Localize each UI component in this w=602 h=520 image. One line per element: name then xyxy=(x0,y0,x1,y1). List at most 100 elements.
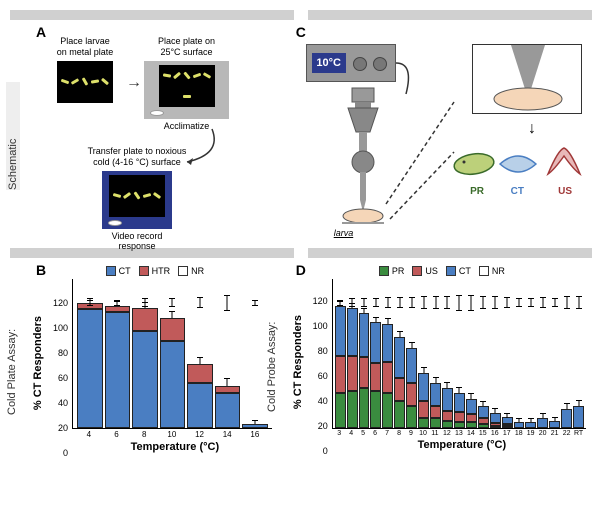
bar-seg-htr xyxy=(160,318,186,341)
legend-item: PR xyxy=(379,266,405,276)
legend-text: CT xyxy=(119,266,131,276)
arrow-right-icon: → xyxy=(126,74,142,92)
bar-seg-pr xyxy=(347,391,358,429)
dial-icon xyxy=(353,57,367,71)
bar-seg-ct xyxy=(478,406,489,419)
y-tick: 80 xyxy=(58,348,68,358)
pr-label: PR xyxy=(470,186,484,197)
x-tick: 15 xyxy=(477,430,488,437)
bar-seg-pr xyxy=(382,393,393,428)
bar-stack xyxy=(382,324,393,428)
plate-frame-cold xyxy=(102,171,172,229)
step1-text: Place larvae on metal plate xyxy=(50,36,120,58)
y-label-d: % CT Responders xyxy=(292,315,304,409)
bar-stack xyxy=(525,422,536,428)
bar-seg-ct xyxy=(370,322,381,363)
bar-seg-htr xyxy=(132,308,158,331)
x-tick: 10 xyxy=(417,430,428,437)
probe-zoom xyxy=(472,44,582,114)
bar-stack xyxy=(573,406,584,429)
swatch xyxy=(178,266,188,276)
bar-stack xyxy=(502,417,513,429)
panel-d: Cold Probe Assay: D PRUSCTNR 02040608010… xyxy=(292,262,592,476)
bar-seg-pr xyxy=(466,422,477,428)
bar-stack xyxy=(478,406,489,429)
x-tick: 4 xyxy=(76,430,102,439)
legend-text: NR xyxy=(492,266,505,276)
x-label-d: Temperature (°C) xyxy=(332,439,592,451)
bar-seg-ct xyxy=(454,393,465,412)
x-tick: 20 xyxy=(537,430,548,437)
legend-item: HTR xyxy=(139,266,171,276)
step1: Place larvae on metal plate xyxy=(50,36,120,103)
panel-b-label: B xyxy=(36,262,46,278)
bar-seg-ct xyxy=(242,424,268,428)
gray-bar xyxy=(10,10,294,20)
bar-seg-ct xyxy=(406,348,417,383)
bar-stack xyxy=(454,393,465,428)
bar-seg-ct xyxy=(430,383,441,406)
bar-seg-us xyxy=(335,356,346,394)
bar-stack xyxy=(77,303,103,428)
bar-stack xyxy=(430,383,441,428)
bar-seg-ct xyxy=(394,337,405,378)
bar-stack xyxy=(406,348,417,428)
x-tick: RT xyxy=(573,430,584,437)
panel-d-label: D xyxy=(296,262,306,278)
chart-d-area xyxy=(332,279,586,429)
y-tick: 60 xyxy=(318,371,328,381)
bar-seg-pr xyxy=(394,401,405,429)
bar-stack xyxy=(418,373,429,428)
bar-stack xyxy=(242,424,268,428)
bar-seg-ct xyxy=(573,406,584,429)
us-label: US xyxy=(558,186,572,197)
x-tick: 19 xyxy=(525,430,536,437)
probe-apparatus-icon xyxy=(322,84,392,229)
bar-stack xyxy=(370,322,381,428)
x-tick: 14 xyxy=(465,430,476,437)
bar-seg-ct xyxy=(490,413,501,423)
swatch xyxy=(479,266,489,276)
swatch xyxy=(446,266,456,276)
gray-bar xyxy=(308,10,592,20)
bar-seg-ct xyxy=(466,399,477,414)
bar-stack xyxy=(514,422,525,428)
y-tick: 20 xyxy=(58,423,68,433)
bars-d xyxy=(333,279,586,428)
panel-a-label: A xyxy=(36,24,46,40)
y-tick: 120 xyxy=(53,298,68,308)
bar-seg-ct xyxy=(187,383,213,428)
gray-bar xyxy=(308,248,592,258)
y-tick: 80 xyxy=(318,346,328,356)
bar-stack xyxy=(537,418,548,428)
swatch xyxy=(379,266,389,276)
bar-seg-us xyxy=(442,411,453,421)
bar-stack xyxy=(561,409,572,428)
schematic-row: A Place larvae on metal plate → Place pl… xyxy=(0,20,602,248)
record-text: Video record response xyxy=(72,231,202,253)
bar-stack xyxy=(132,308,158,428)
bar-seg-ct xyxy=(418,373,429,401)
x-tick: 16 xyxy=(242,430,268,439)
larva-label: larva xyxy=(334,228,354,238)
bar-seg-ct xyxy=(77,309,103,428)
x-tick: 8 xyxy=(131,430,157,439)
y-tick: 40 xyxy=(318,396,328,406)
swatch xyxy=(106,266,116,276)
top-gray-bars xyxy=(0,0,602,20)
x-tick: 4 xyxy=(346,430,357,437)
bar-seg-ct xyxy=(514,422,525,428)
x-tick: 8 xyxy=(394,430,405,437)
chart-b-area xyxy=(72,279,272,429)
legend-text: CT xyxy=(459,266,471,276)
bar-seg-us xyxy=(370,363,381,391)
legend-item: US xyxy=(412,266,438,276)
bar-seg-pr xyxy=(442,421,453,429)
legend-item: NR xyxy=(178,266,204,276)
bar-seg-ct xyxy=(525,422,536,428)
x-ticks-b: 46810121416 xyxy=(72,429,272,439)
charts-row: B CTHTRNR 020406080100120 % CT Responder… xyxy=(0,258,602,480)
x-tick: 7 xyxy=(382,430,393,437)
chart-d-legend: PR US CT NR xyxy=(292,266,592,276)
y-tick: 100 xyxy=(313,321,328,331)
